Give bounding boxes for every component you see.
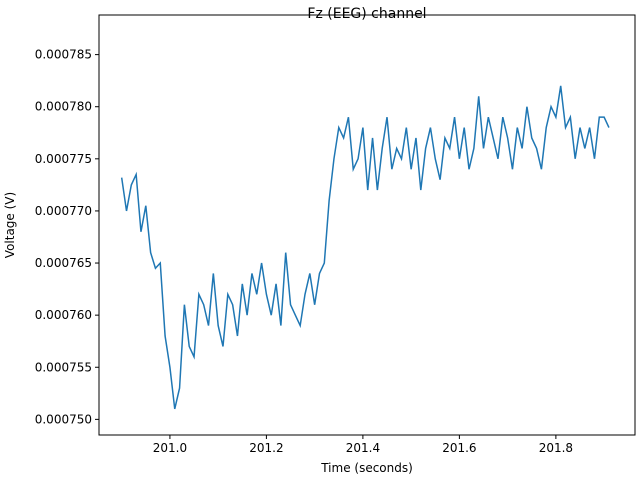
x-tick-label: 201.6 — [442, 441, 476, 455]
y-tick-label: 0.000780 — [35, 100, 92, 114]
y-axis-label: Voltage (V) — [3, 192, 17, 258]
plot-frame — [98, 14, 636, 436]
x-axis-label: Time (seconds) — [320, 461, 413, 475]
line-series — [120, 85, 610, 410]
y-tick-label: 0.000785 — [35, 48, 92, 62]
x-tick-label: 201.2 — [249, 441, 283, 455]
y-tick-label: 0.000760 — [35, 308, 92, 322]
x-tick-label: 201.4 — [346, 441, 380, 455]
y-tick-label: 0.000770 — [35, 204, 92, 218]
x-tick-label: 201.0 — [153, 441, 187, 455]
y-tick-label: 0.000775 — [35, 152, 92, 166]
chart-title: Fz (EEG) channel — [307, 6, 426, 22]
y-tick-label: 0.000755 — [35, 360, 92, 374]
x-tick-label: 201.8 — [539, 441, 573, 455]
y-tick-label: 0.000750 — [35, 412, 92, 426]
y-tick-label: 0.000765 — [35, 256, 92, 270]
